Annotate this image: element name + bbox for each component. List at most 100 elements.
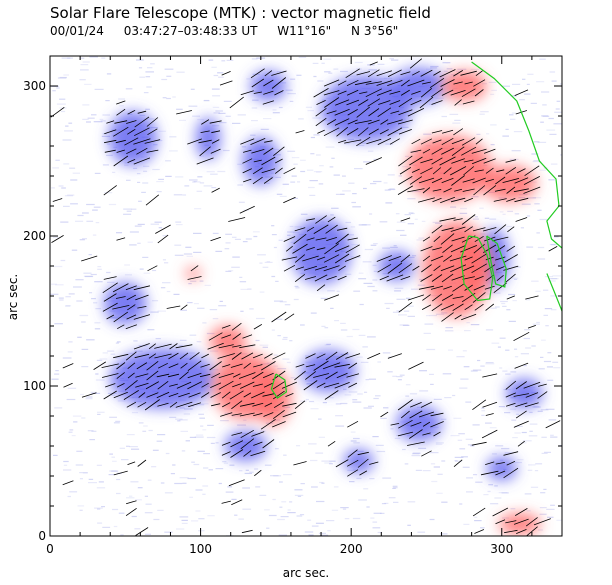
noise-speck [300, 160, 306, 161]
noise-speck [270, 475, 279, 476]
noise-speck [373, 243, 378, 244]
noise-speck [119, 513, 125, 514]
noise-speck [61, 187, 66, 188]
noise-speck [364, 407, 372, 408]
noise-speck [225, 248, 230, 249]
noise-speck [541, 437, 546, 438]
noise-speck [100, 119, 104, 120]
negative-region [196, 118, 220, 160]
noise-speck [416, 239, 422, 240]
noise-speck [541, 91, 549, 92]
noise-speck [189, 497, 193, 498]
noise-speck [159, 131, 166, 132]
noise-speck [116, 343, 119, 344]
noise-speck [385, 202, 392, 203]
noise-speck [513, 300, 517, 301]
noise-speck [93, 302, 97, 303]
noise-speck [343, 389, 347, 390]
noise-speck [69, 168, 75, 169]
noise-speck [180, 477, 189, 478]
noise-speck [540, 492, 545, 493]
noise-speck [210, 174, 218, 175]
noise-speck [63, 469, 71, 470]
noise-speck [213, 107, 219, 108]
noise-speck [311, 408, 319, 409]
noise-speck [311, 313, 317, 314]
noise-speck [65, 305, 70, 306]
noise-speck [231, 267, 240, 268]
noise-speck [391, 60, 398, 61]
noise-speck [103, 114, 110, 115]
noise-speck [289, 501, 292, 502]
noise-speck [521, 353, 529, 354]
noise-speck [68, 496, 72, 497]
noise-speck [126, 180, 131, 181]
noise-speck [239, 470, 242, 471]
noise-speck [310, 153, 314, 154]
noise-speck [277, 519, 285, 520]
noise-speck [364, 283, 373, 284]
noise-speck [492, 343, 500, 344]
noise-speck [145, 109, 150, 110]
noise-speck [475, 482, 482, 483]
noise-speck [526, 247, 533, 248]
noise-speck [151, 466, 156, 467]
noise-speck [277, 335, 281, 336]
noise-speck [198, 451, 205, 452]
noise-speck [202, 429, 206, 430]
noise-speck [297, 181, 300, 182]
noise-speck [204, 185, 213, 186]
noise-speck [393, 502, 398, 503]
noise-speck [466, 322, 470, 323]
noise-speck [430, 452, 439, 453]
noise-speck [139, 67, 142, 68]
noise-speck [384, 503, 388, 504]
noise-speck [109, 454, 113, 455]
noise-speck [507, 211, 513, 212]
noise-speck [229, 465, 234, 466]
noise-speck [505, 350, 509, 351]
noise-speck [548, 179, 554, 180]
noise-speck [362, 346, 368, 347]
noise-speck [522, 204, 531, 205]
noise-speck [52, 167, 59, 168]
noise-speck [55, 370, 59, 371]
noise-speck [300, 514, 304, 515]
noise-speck [135, 499, 142, 500]
noise-speck [81, 321, 86, 322]
noise-speck [521, 227, 524, 228]
noise-speck [142, 257, 148, 258]
noise-speck [107, 282, 114, 283]
noise-speck [300, 401, 307, 402]
noise-speck [200, 281, 204, 282]
noise-speck [501, 303, 505, 304]
noise-speck [277, 194, 283, 195]
noise-speck [287, 151, 295, 152]
noise-speck [59, 298, 64, 299]
positive-region [442, 71, 487, 101]
noise-speck [250, 135, 255, 136]
noise-speck [188, 478, 197, 479]
noise-speck [307, 520, 311, 521]
noise-speck [289, 340, 292, 341]
noise-speck [205, 285, 211, 286]
noise-speck [260, 292, 265, 293]
noise-speck [372, 436, 378, 437]
noise-speck [202, 494, 205, 495]
x-axis-label: arc sec. [0, 566, 612, 580]
noise-speck [539, 59, 546, 60]
noise-speck [465, 402, 471, 403]
noise-speck [218, 113, 225, 114]
noise-speck [237, 164, 242, 165]
noise-speck [458, 433, 465, 434]
noise-speck [131, 449, 139, 450]
noise-speck [305, 531, 313, 532]
noise-speck [291, 377, 296, 378]
noise-speck [184, 185, 189, 186]
noise-speck [217, 72, 223, 73]
noise-speck [175, 222, 181, 223]
noise-speck [54, 374, 59, 375]
noise-speck [325, 327, 329, 328]
noise-speck [281, 501, 286, 502]
noise-speck [207, 437, 216, 438]
